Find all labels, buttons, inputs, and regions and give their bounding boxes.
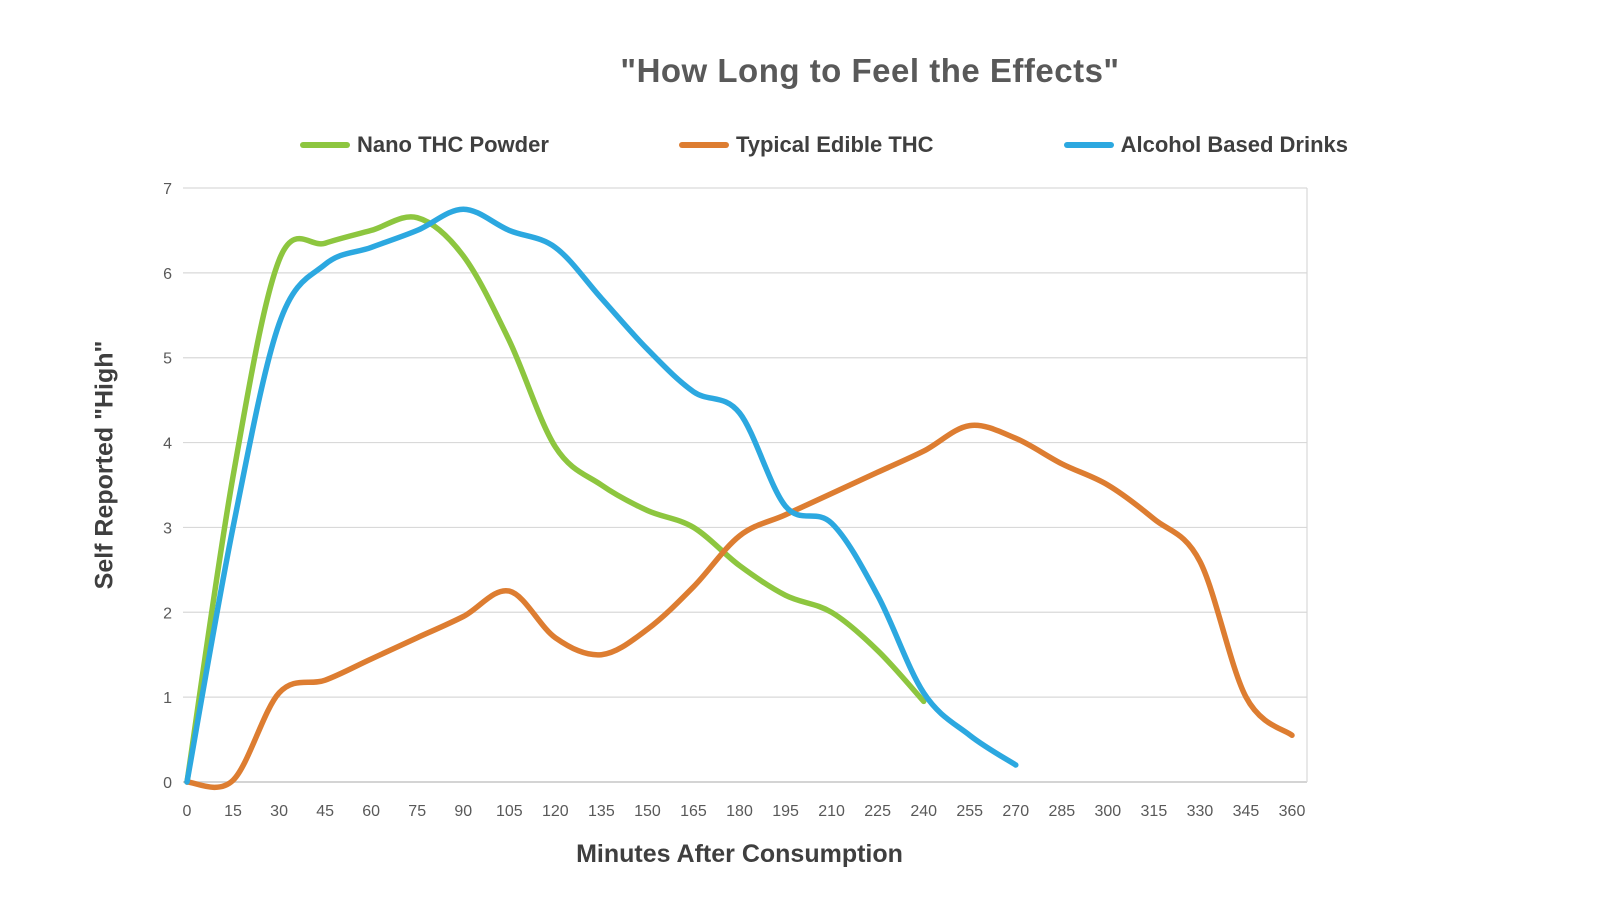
y-tick-label-3: 3 [163, 520, 172, 537]
legend-item-nano-thc[interactable]: Nano THC Powder [300, 132, 549, 158]
x-tick-label-210: 210 [818, 803, 845, 820]
series-line-nano-thc-powder [184, 214, 927, 785]
series-line-alcohol-based-drinks [184, 206, 1019, 785]
x-tick-label-0: 0 [183, 803, 192, 820]
x-tick-label-225: 225 [864, 803, 891, 820]
x-tick-label-60: 60 [362, 803, 380, 820]
x-tick-label-165: 165 [680, 803, 707, 820]
legend-item-alcohol[interactable]: Alcohol Based Drinks [1063, 132, 1348, 158]
x-tick-label-30: 30 [270, 803, 288, 820]
x-tick-label-270: 270 [1002, 803, 1029, 820]
legend-label: Typical Edible THC [735, 132, 934, 157]
legend-swatch-edible-thc [678, 142, 729, 148]
x-tick-label-180: 180 [726, 803, 753, 820]
y-tick-label-4: 4 [163, 436, 172, 453]
x-tick-label-90: 90 [454, 803, 472, 820]
legend-swatch-alcohol [1063, 142, 1114, 148]
legend-item-edible-thc[interactable]: Typical Edible THC [678, 132, 934, 158]
legend: Nano THC Powder Typical Edible THC Alcoh… [300, 132, 1348, 158]
x-tick-label-360: 360 [1279, 803, 1306, 820]
y-tick-label-5: 5 [163, 351, 172, 368]
x-axis-label: Minutes After Consumption [576, 840, 903, 868]
x-tick-label-330: 330 [1187, 803, 1214, 820]
legend-label: Alcohol Based Drinks [1120, 132, 1348, 157]
x-tick-label-105: 105 [496, 803, 523, 820]
x-tick-label-345: 345 [1233, 803, 1260, 820]
y-tick-label-1: 1 [163, 690, 172, 707]
y-tick-label-6: 6 [163, 266, 172, 283]
x-tick-label-15: 15 [224, 803, 242, 820]
x-tick-label-300: 300 [1094, 803, 1121, 820]
x-tick-label-120: 120 [542, 803, 569, 820]
y-tick-label-2: 2 [163, 605, 172, 622]
x-tick-label-75: 75 [408, 803, 426, 820]
x-tick-label-135: 135 [588, 803, 615, 820]
legend-swatch-nano-thc [300, 142, 350, 148]
x-tick-label-315: 315 [1141, 803, 1168, 820]
x-tick-label-255: 255 [956, 803, 983, 820]
y-tick-label-7: 7 [163, 181, 172, 198]
x-tick-label-285: 285 [1048, 803, 1075, 820]
x-tick-label-45: 45 [316, 803, 334, 820]
legend-label: Nano THC Powder [357, 132, 549, 157]
x-tick-label-150: 150 [634, 803, 661, 820]
y-tick-label-0: 0 [163, 775, 172, 792]
x-tick-label-195: 195 [772, 803, 799, 820]
series-line-typical-edible-thc [184, 422, 1295, 791]
chart-title: "How Long to Feel the Effects" [620, 52, 1120, 89]
x-tick-label-240: 240 [910, 803, 937, 820]
